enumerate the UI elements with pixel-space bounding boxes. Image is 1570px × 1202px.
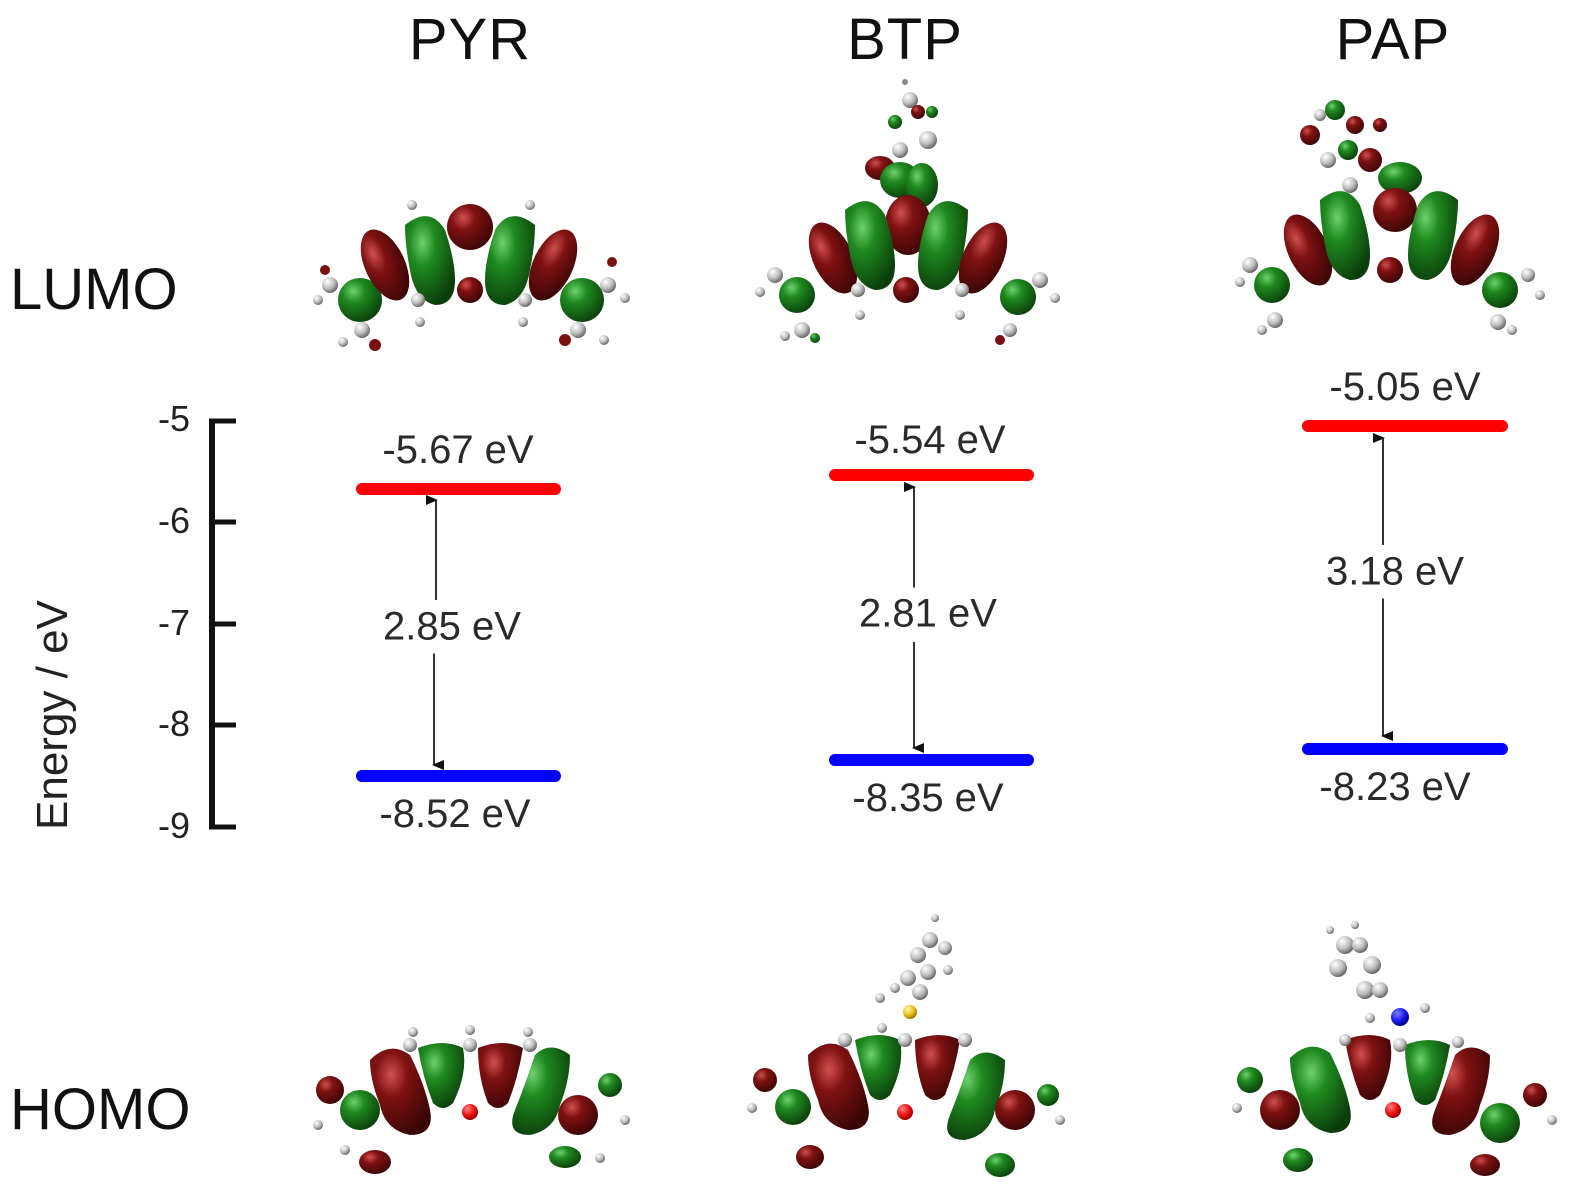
pyr-gap-label: 2.85 eV: [381, 600, 523, 654]
y-axis: [209, 418, 236, 830]
pap-levels: [1302, 420, 1508, 755]
tick-label-minus8: -8: [157, 703, 190, 744]
header-pyr: PYR: [408, 7, 532, 72]
pyr-levels: [356, 483, 561, 782]
pap-homo-orbital: [1232, 921, 1557, 1176]
tick-label-minus6: -6: [157, 500, 190, 541]
btp-homo-label: -8.35 eV: [852, 776, 1004, 820]
pyr-homo-label: -8.52 eV: [379, 792, 531, 836]
pap-lumo-label: -5.05 eV: [1329, 365, 1481, 409]
row-label-homo: HOMO: [10, 1077, 191, 1142]
pap-homo-label: -8.23 eV: [1319, 765, 1471, 809]
pyr-lumo-label: -5.67 eV: [382, 428, 534, 472]
header-pap: PAP: [1335, 7, 1451, 72]
btp-homo-orbital: [747, 914, 1065, 1177]
tick-label-minus5: -5: [157, 398, 190, 439]
pyr-lumo-orbital: [313, 200, 630, 351]
row-label-lumo: LUMO: [10, 257, 178, 322]
btp-lumo-orbital: [755, 79, 1060, 345]
btp-levels: [829, 469, 1034, 766]
btp-gap-label: 2.81 eV: [857, 587, 999, 641]
header-btp: BTP: [847, 7, 963, 72]
pyr-homo-orbital: [313, 1025, 630, 1174]
btp-lumo-label: -5.54 eV: [854, 418, 1006, 462]
tick-label-minus9: -9: [157, 805, 190, 846]
tick-label-minus7: -7: [157, 602, 190, 643]
pap-gap-label: 3.18 eV: [1324, 545, 1466, 599]
pap-lumo-orbital: [1235, 100, 1545, 335]
